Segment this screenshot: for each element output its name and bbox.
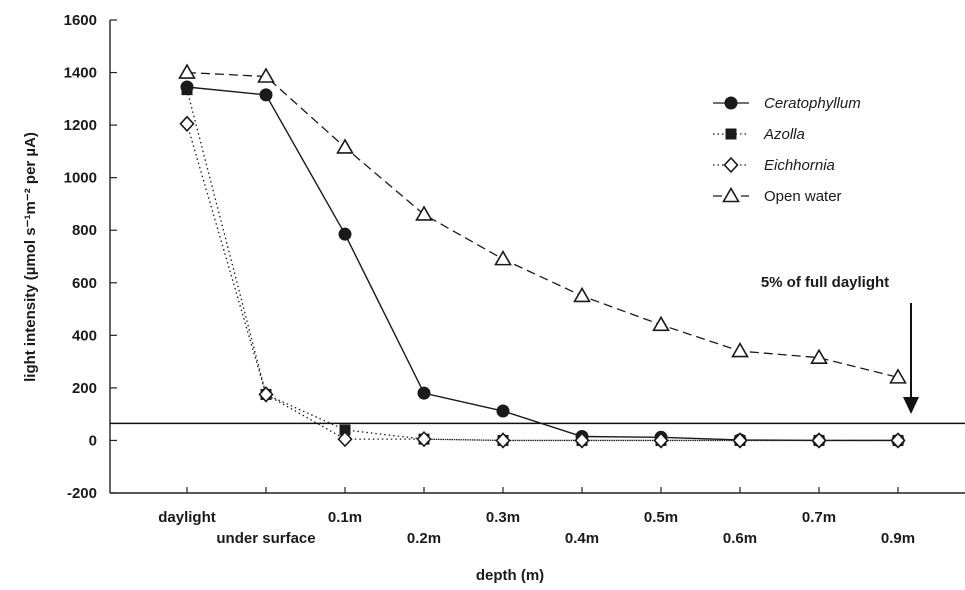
point-eichhornia — [732, 432, 748, 449]
series-line-ceratophyllum — [186, 86, 898, 442]
x-tick-label: 0.3m — [486, 509, 520, 526]
annotation-text: 5% of full daylight — [761, 274, 889, 291]
point-eichhornia — [653, 432, 669, 449]
y-tick-label: 1200 — [64, 117, 97, 134]
legend: Ceratophyllum Azolla Eichhornia Open water — [713, 95, 861, 205]
legend-marker-open-water — [722, 186, 740, 203]
x-tick-label: daylight — [158, 509, 216, 526]
x-tick-label: 0.4m — [565, 530, 599, 547]
point-open-water — [336, 138, 354, 154]
legend-label-eichhornia: Eichhornia — [764, 157, 835, 174]
x-tick-label: 0.7m — [802, 509, 836, 526]
point-open-water — [257, 67, 275, 83]
point-eichhornia — [416, 430, 432, 448]
x-tick-label: 0.2m — [407, 530, 441, 547]
axes: -200 0 200 400 600 800 1000 1200 1400 1600 dayligh… — [64, 12, 965, 547]
x-tick-label: 0.1m — [328, 509, 362, 526]
point-eichhornia — [890, 432, 906, 449]
point-eichhornia — [337, 430, 353, 448]
legend-marker-eichhornia — [723, 156, 739, 174]
point-ceratophyllum — [417, 386, 431, 400]
x-tick-label: 0.5m — [644, 509, 678, 526]
legend-marker-ceratophyllum — [724, 96, 738, 110]
legend-label-open-water: Open water — [764, 188, 842, 205]
point-open-water — [810, 348, 828, 364]
y-tick-label: 400 — [72, 327, 97, 344]
x-tick-label: 0.6m — [723, 530, 757, 547]
y-tick-label: 1600 — [64, 12, 97, 29]
series-line-azolla — [186, 89, 898, 442]
y-axis-title: light intensity (µmol s⁻¹m⁻² per µA) — [22, 132, 39, 382]
y-tick-label: 200 — [72, 380, 97, 397]
series-group — [178, 63, 907, 449]
annotation-group: 5% of full daylight — [761, 274, 919, 414]
point-open-water — [178, 63, 196, 79]
point-open-water — [652, 315, 670, 332]
point-azolla — [339, 424, 351, 436]
point-open-water — [494, 250, 512, 266]
point-eichhornia — [179, 115, 195, 132]
point-ceratophyllum — [259, 88, 273, 102]
point-eichhornia — [258, 386, 274, 403]
x-axis-title: depth (m) — [476, 567, 544, 584]
y-tick-label: -200 — [67, 485, 97, 502]
y-tick-label: 800 — [72, 222, 97, 239]
y-tick-label: 0 — [89, 432, 97, 449]
legend-label-ceratophyllum: Ceratophyllum — [764, 95, 861, 112]
point-azolla — [181, 84, 193, 96]
point-eichhornia — [574, 432, 590, 449]
point-open-water — [573, 286, 591, 303]
point-eichhornia — [811, 432, 827, 449]
point-open-water — [889, 368, 907, 384]
legend-marker-azolla — [725, 128, 737, 140]
y-tick-label: 1400 — [64, 65, 97, 82]
point-open-water — [415, 205, 433, 221]
x-tick-label: 0.9m — [881, 530, 915, 547]
annotation-arrow-head — [903, 397, 919, 414]
point-ceratophyllum — [338, 227, 352, 241]
series-line-open-water — [186, 71, 899, 379]
x-tick-label: under surface — [216, 530, 315, 547]
y-tick-label: 600 — [72, 275, 97, 292]
legend-label-azolla: Azolla — [763, 126, 805, 143]
point-eichhornia — [495, 432, 511, 449]
point-open-water — [731, 341, 749, 358]
y-tick-label: 1000 — [64, 170, 97, 187]
point-ceratophyllum — [496, 404, 510, 418]
